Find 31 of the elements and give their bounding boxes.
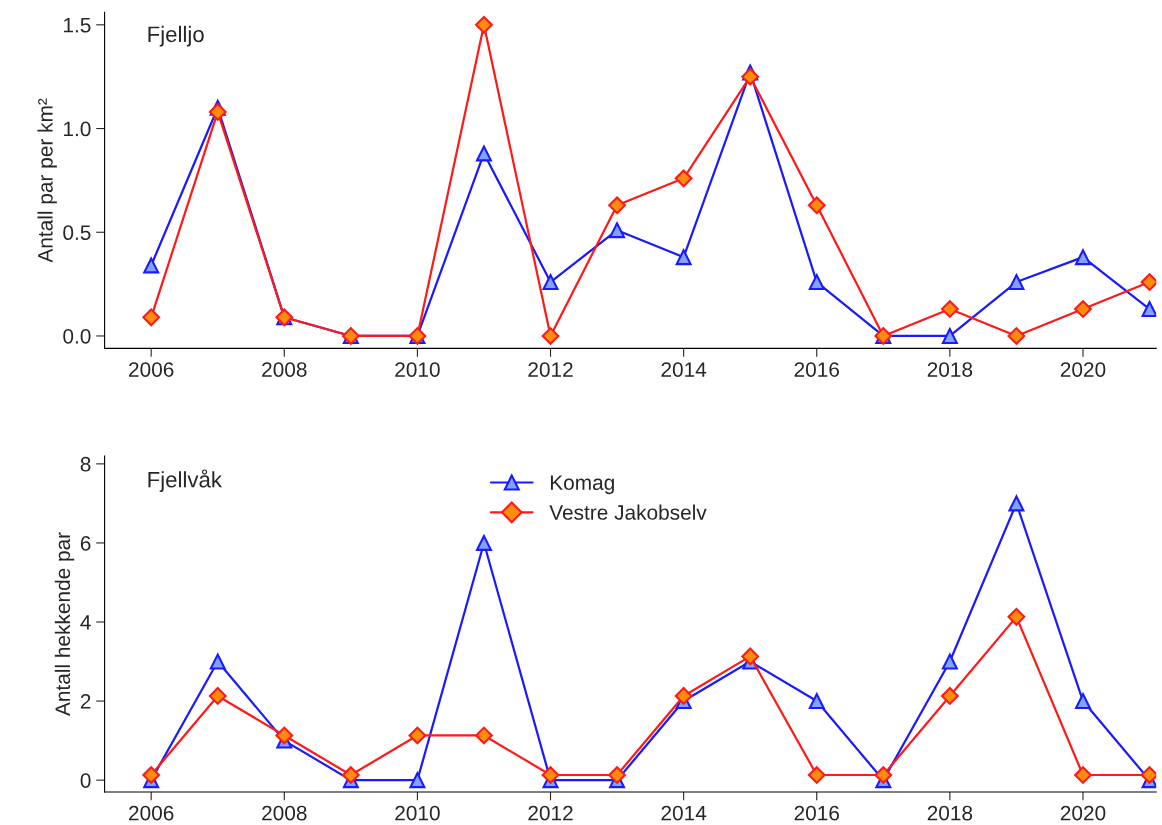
x-tick-label: 2012: [528, 362, 573, 377]
x-tick-label: 2020: [1060, 362, 1106, 377]
y-tick-label: 4: [80, 615, 91, 630]
y-tick-label: 0.5: [63, 225, 91, 241]
x-tick-label: 2020: [1060, 805, 1106, 821]
text: Fjellvåk: [148, 469, 222, 492]
text: Fjelljo: [148, 25, 204, 47]
x-tick-label: 2006: [129, 805, 174, 821]
x-tick-label: 2008: [262, 362, 307, 377]
x-tick-label: 2016: [794, 362, 840, 377]
x-tick-label: 2014: [661, 805, 707, 821]
x-tick-label: 2008: [262, 805, 307, 821]
x-tick-label: 2010: [395, 362, 440, 377]
y-tick-label: 1.5: [64, 18, 91, 33]
y-axis-title: Antall hekkende par: [54, 532, 75, 717]
y-tick-label: 0.0: [63, 328, 91, 344]
legend-label: Vestre Jakobselv: [549, 504, 707, 520]
x-tick-label: 2012: [528, 805, 573, 821]
x-tick-label: 2016: [794, 805, 840, 821]
y-tick-label: 1.0: [64, 121, 91, 137]
x-tick-label: 2018: [927, 362, 973, 377]
y-tick-label: 0: [80, 773, 91, 788]
x-tick-label: 2018: [927, 805, 973, 821]
x-tick-label: 2006: [129, 362, 174, 377]
y-tick-label: 6: [80, 535, 91, 551]
legend-label: Komag: [550, 475, 614, 495]
x-tick-label: 2014: [661, 362, 707, 377]
y-axis-title: Antall par per km²: [37, 98, 57, 263]
x-tick-label: 2010: [395, 805, 440, 821]
y-tick-label: 8: [80, 456, 91, 472]
y-tick-label: 2: [80, 694, 91, 709]
